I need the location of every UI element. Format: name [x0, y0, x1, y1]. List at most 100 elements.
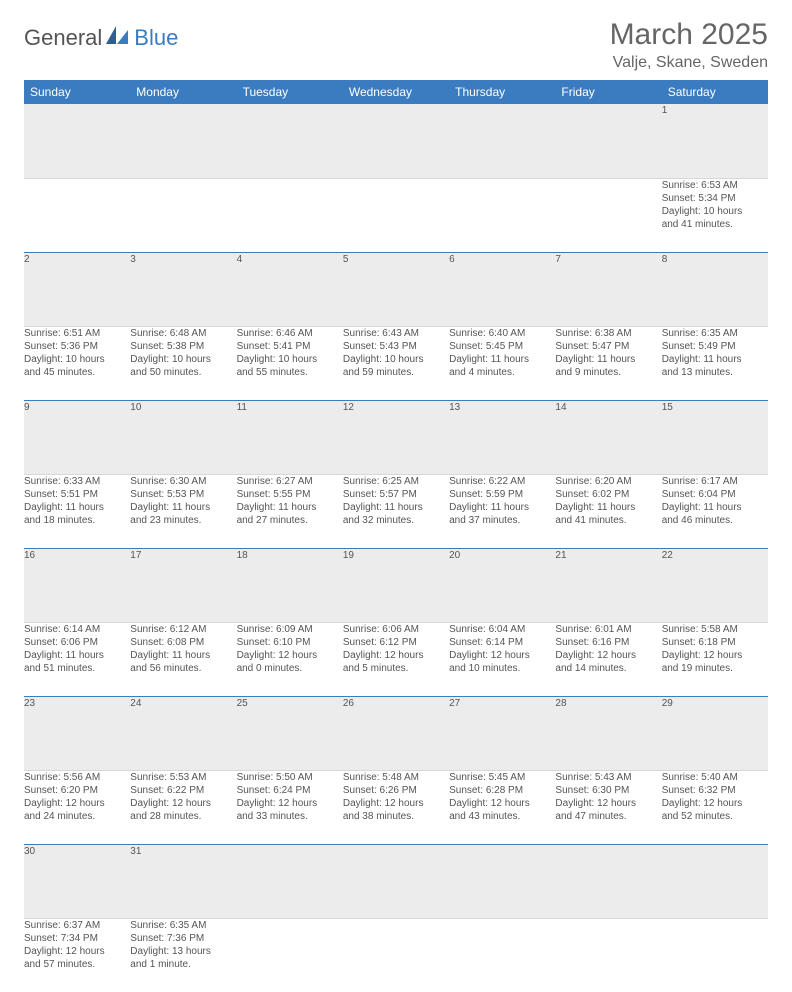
day-number-cell	[343, 844, 449, 918]
sunset-text: Sunset: 5:41 PM	[237, 340, 343, 353]
daylight-text: and 9 minutes.	[555, 366, 661, 379]
day-number-cell	[555, 104, 661, 178]
sunset-text: Sunset: 6:18 PM	[662, 636, 768, 649]
daylight-text: and 27 minutes.	[237, 514, 343, 527]
sunrise-text: Sunrise: 6:01 AM	[555, 623, 661, 636]
sunrise-text: Sunrise: 6:17 AM	[662, 475, 768, 488]
day-detail-cell: Sunrise: 5:48 AMSunset: 6:26 PMDaylight:…	[343, 770, 449, 844]
day-detail-cell: Sunrise: 6:01 AMSunset: 6:16 PMDaylight:…	[555, 622, 661, 696]
sunset-text: Sunset: 6:02 PM	[555, 488, 661, 501]
weekday-header: Friday	[555, 80, 661, 104]
daylight-text: and 41 minutes.	[555, 514, 661, 527]
daylight-text: and 24 minutes.	[24, 810, 130, 823]
day-number-cell: 24	[130, 696, 236, 770]
day-detail-cell: Sunrise: 6:40 AMSunset: 5:45 PMDaylight:…	[449, 326, 555, 400]
daylight-text: Daylight: 11 hours	[24, 501, 130, 514]
day-detail-cell: Sunrise: 6:06 AMSunset: 6:12 PMDaylight:…	[343, 622, 449, 696]
day-detail-row: Sunrise: 5:56 AMSunset: 6:20 PMDaylight:…	[24, 770, 768, 844]
daylight-text: Daylight: 11 hours	[343, 501, 449, 514]
day-number-row: 1	[24, 104, 768, 178]
day-number-cell: 25	[237, 696, 343, 770]
daylight-text: Daylight: 11 hours	[24, 649, 130, 662]
sunset-text: Sunset: 6:12 PM	[343, 636, 449, 649]
sunrise-text: Sunrise: 5:58 AM	[662, 623, 768, 636]
brand-part2: Blue	[134, 25, 178, 51]
sunset-text: Sunset: 5:38 PM	[130, 340, 236, 353]
daylight-text: Daylight: 12 hours	[24, 797, 130, 810]
day-detail-cell: Sunrise: 6:12 AMSunset: 6:08 PMDaylight:…	[130, 622, 236, 696]
day-detail-cell	[237, 918, 343, 992]
daylight-text: and 41 minutes.	[662, 218, 768, 231]
daylight-text: and 52 minutes.	[662, 810, 768, 823]
day-number-row: 16171819202122	[24, 548, 768, 622]
sunset-text: Sunset: 5:36 PM	[24, 340, 130, 353]
day-detail-cell	[343, 918, 449, 992]
day-number-row: 9101112131415	[24, 400, 768, 474]
sunset-text: Sunset: 7:34 PM	[24, 932, 130, 945]
day-detail-cell: Sunrise: 6:46 AMSunset: 5:41 PMDaylight:…	[237, 326, 343, 400]
sunrise-text: Sunrise: 5:50 AM	[237, 771, 343, 784]
weekday-header: Saturday	[662, 80, 768, 104]
day-number-cell	[24, 104, 130, 178]
daylight-text: Daylight: 12 hours	[555, 649, 661, 662]
daylight-text: and 59 minutes.	[343, 366, 449, 379]
day-number-cell: 2	[24, 252, 130, 326]
sunset-text: Sunset: 6:06 PM	[24, 636, 130, 649]
daylight-text: Daylight: 12 hours	[662, 797, 768, 810]
daylight-text: Daylight: 11 hours	[449, 501, 555, 514]
daylight-text: Daylight: 12 hours	[24, 945, 130, 958]
day-detail-cell: Sunrise: 5:53 AMSunset: 6:22 PMDaylight:…	[130, 770, 236, 844]
day-detail-cell: Sunrise: 6:35 AMSunset: 5:49 PMDaylight:…	[662, 326, 768, 400]
sunrise-text: Sunrise: 6:12 AM	[130, 623, 236, 636]
brand-part1: General	[24, 25, 102, 51]
day-number-cell: 7	[555, 252, 661, 326]
daylight-text: Daylight: 12 hours	[449, 797, 555, 810]
day-detail-cell	[555, 178, 661, 252]
sunrise-text: Sunrise: 6:40 AM	[449, 327, 555, 340]
daylight-text: Daylight: 10 hours	[343, 353, 449, 366]
day-number-cell: 12	[343, 400, 449, 474]
day-number-cell	[237, 844, 343, 918]
weekday-header: Tuesday	[237, 80, 343, 104]
day-detail-cell: Sunrise: 6:09 AMSunset: 6:10 PMDaylight:…	[237, 622, 343, 696]
day-detail-row: Sunrise: 6:37 AMSunset: 7:34 PMDaylight:…	[24, 918, 768, 992]
day-detail-cell: Sunrise: 6:04 AMSunset: 6:14 PMDaylight:…	[449, 622, 555, 696]
daylight-text: Daylight: 11 hours	[237, 501, 343, 514]
day-number-cell: 19	[343, 548, 449, 622]
daylight-text: Daylight: 12 hours	[130, 797, 236, 810]
day-number-cell: 10	[130, 400, 236, 474]
sunrise-text: Sunrise: 5:45 AM	[449, 771, 555, 784]
daylight-text: Daylight: 12 hours	[237, 649, 343, 662]
sunrise-text: Sunrise: 6:06 AM	[343, 623, 449, 636]
logo-sail-icon	[104, 24, 130, 52]
sunrise-text: Sunrise: 6:22 AM	[449, 475, 555, 488]
daylight-text: Daylight: 12 hours	[662, 649, 768, 662]
location-text: Valje, Skane, Sweden	[610, 54, 768, 72]
sunrise-text: Sunrise: 6:14 AM	[24, 623, 130, 636]
day-detail-cell	[237, 178, 343, 252]
daylight-text: and 56 minutes.	[130, 662, 236, 675]
day-detail-cell	[555, 918, 661, 992]
daylight-text: and 46 minutes.	[662, 514, 768, 527]
sunset-text: Sunset: 6:24 PM	[237, 784, 343, 797]
day-detail-cell: Sunrise: 5:56 AMSunset: 6:20 PMDaylight:…	[24, 770, 130, 844]
sunset-text: Sunset: 7:36 PM	[130, 932, 236, 945]
sunset-text: Sunset: 5:47 PM	[555, 340, 661, 353]
daylight-text: Daylight: 12 hours	[343, 649, 449, 662]
sunset-text: Sunset: 6:28 PM	[449, 784, 555, 797]
day-number-cell: 22	[662, 548, 768, 622]
day-number-cell: 20	[449, 548, 555, 622]
sunrise-text: Sunrise: 5:43 AM	[555, 771, 661, 784]
daylight-text: and 18 minutes.	[24, 514, 130, 527]
daylight-text: and 45 minutes.	[24, 366, 130, 379]
day-detail-cell: Sunrise: 5:40 AMSunset: 6:32 PMDaylight:…	[662, 770, 768, 844]
weekday-header-row: SundayMondayTuesdayWednesdayThursdayFrid…	[24, 80, 768, 104]
daylight-text: Daylight: 11 hours	[662, 353, 768, 366]
daylight-text: Daylight: 10 hours	[237, 353, 343, 366]
daylight-text: and 33 minutes.	[237, 810, 343, 823]
day-number-cell: 17	[130, 548, 236, 622]
daylight-text: Daylight: 11 hours	[662, 501, 768, 514]
daylight-text: and 1 minute.	[130, 958, 236, 971]
day-number-cell: 1	[662, 104, 768, 178]
day-number-cell: 28	[555, 696, 661, 770]
